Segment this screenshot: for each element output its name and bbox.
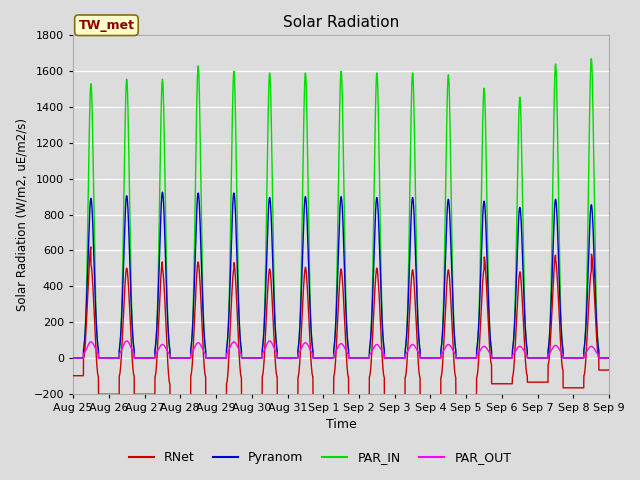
Legend: RNet, Pyranom, PAR_IN, PAR_OUT: RNet, Pyranom, PAR_IN, PAR_OUT	[124, 446, 516, 469]
X-axis label: Time: Time	[326, 419, 356, 432]
Title: Solar Radiation: Solar Radiation	[283, 15, 399, 30]
Text: TW_met: TW_met	[79, 19, 134, 32]
Y-axis label: Solar Radiation (W/m2, uE/m2/s): Solar Radiation (W/m2, uE/m2/s)	[15, 118, 28, 311]
